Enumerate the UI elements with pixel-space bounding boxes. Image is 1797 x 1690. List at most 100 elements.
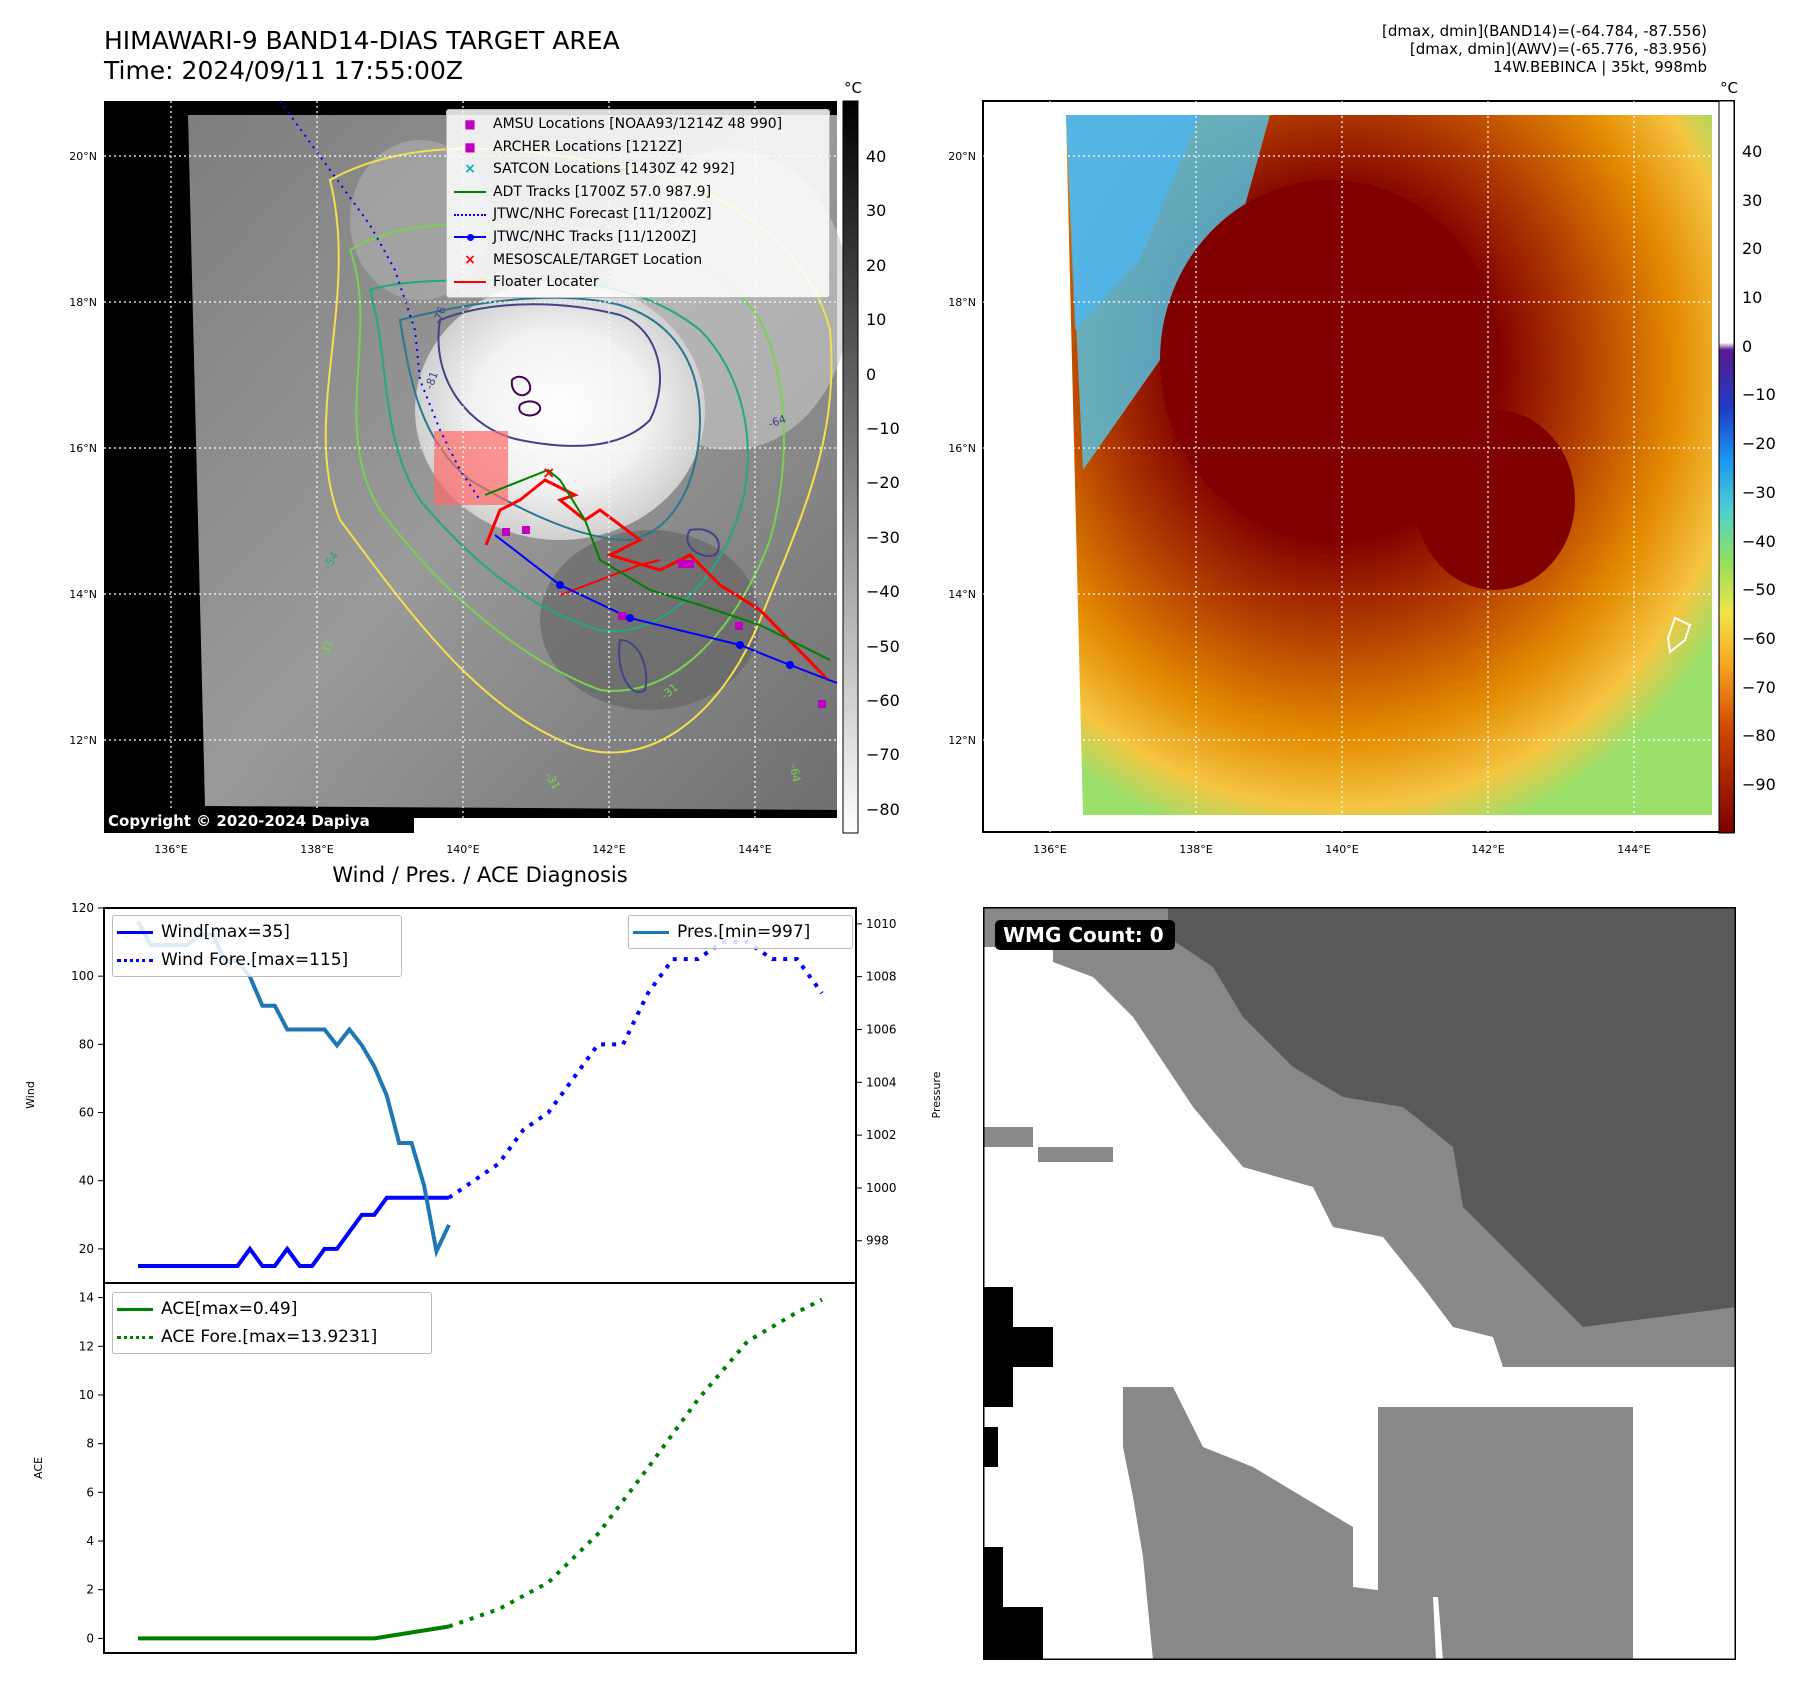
colorbar-tick: −30 [866, 528, 900, 547]
wmg-gray-patch [983, 1127, 1033, 1147]
colorbar-tick: −10 [1742, 385, 1776, 404]
lon-label: 138°E [1179, 843, 1212, 856]
legend-item-floater: Floater Locater [447, 271, 829, 294]
storm-info: [dmax, dmin](BAND14)=(-64.784, -87.556) … [1382, 22, 1707, 76]
colorbar-tick: −80 [866, 800, 900, 819]
archer-marker [818, 700, 826, 708]
legend-item-pressure: Pres.[min=997] [633, 918, 848, 946]
wmg-panel: WMG Count: 0 [983, 907, 1736, 1660]
dotted-line-icon [117, 958, 153, 962]
colorbar-tick: −60 [1742, 629, 1776, 648]
figure-title-line1: HIMAWARI-9 BAND14-DIAS TARGET AREA [104, 26, 620, 55]
ir-lat-labels: 20°N 18°N 16°N 14°N 12°N [69, 150, 97, 747]
wmg-black-region [983, 1287, 1053, 1407]
legend-item-adt: ADT Tracks [1700Z 57.0 987.9] [447, 181, 829, 204]
dotted-line-icon [447, 213, 493, 216]
awv-cold-band [1415, 410, 1575, 590]
legend-item-jtwc-forecast: JTWC/NHC Forecast [11/1200Z] [447, 203, 829, 226]
lat-label: 20°N [69, 150, 97, 163]
legend-label: AMSU Locations [NOAA93/1214Z 48 990] [493, 116, 783, 132]
awv-lat-labels: 20°N 18°N 16°N 14°N 12°N [948, 150, 976, 747]
wmg-count-badge [995, 920, 1175, 950]
colorbar-tick: −50 [866, 637, 900, 656]
lat-label: 16°N [948, 442, 976, 455]
ir-lon-labels: 136°E 138°E 140°E 142°E 144°E [154, 843, 771, 856]
floater-locater-track [484, 478, 830, 682]
jtwc-point [736, 641, 744, 649]
lon-label: 136°E [1033, 843, 1066, 856]
contour-indigo [437, 303, 661, 447]
series-line-1 [447, 940, 824, 1200]
wind-tick-label: 60 [79, 1106, 94, 1120]
ir-colorbar-ticks: 40 30 20 10 0 −10 −20 −30 −40 −50 −60 −7… [866, 147, 900, 819]
jtwc-track-points [556, 581, 794, 669]
colorbar-tick: −20 [1742, 434, 1776, 453]
legend-label: JTWC/NHC Forecast [11/1200Z] [493, 206, 712, 223]
colorbar-tick: −60 [866, 691, 900, 710]
line-with-dot-icon [447, 233, 493, 241]
square-marker-icon: ■ [464, 139, 476, 154]
lat-label: 14°N [69, 588, 97, 601]
solid-line-icon [447, 281, 493, 284]
wind-tick-label: 100 [71, 969, 94, 983]
wmg-black-patch [983, 1427, 998, 1467]
ace-tick-label: 0 [86, 1631, 94, 1645]
legend-item-ace: ACE[max=0.49] [117, 1295, 427, 1323]
wind-pressure-marks: 120 100 80 60 40 20 [71, 901, 824, 1268]
adt-track [484, 468, 831, 661]
square-marker-icon: ■ [464, 117, 476, 131]
lon-label: 140°E [446, 843, 479, 856]
pressure-tick-label: 1002 [866, 1128, 897, 1142]
pressure-tick-label: 1006 [866, 1022, 897, 1036]
legend-item-wind-forecast: Wind Fore.[max=115] [117, 946, 397, 974]
wind-tick-label: 20 [79, 1242, 94, 1256]
pressure-tick-label: 998 [866, 1234, 889, 1248]
awv-moist-core [1066, 115, 1200, 330]
colorbar-tick: −70 [866, 745, 900, 764]
archer-marker [502, 528, 510, 536]
legend-label: Wind[max=35] [161, 922, 290, 942]
pressure-ticks: 1010 1008 1006 1004 1002 1000 998 [856, 917, 897, 1248]
solid-line-icon [117, 930, 153, 934]
lon-label: 142°E [1471, 843, 1504, 856]
colorbar-tick: 30 [866, 201, 886, 220]
dotted-line-icon [117, 1335, 153, 1339]
contour-label: -81 [423, 370, 441, 391]
legend-label: SATCON Locations [1430Z 42 992] [493, 161, 735, 178]
lat-label: 14°N [948, 588, 976, 601]
colorbar-tick: −70 [1742, 678, 1776, 697]
figure-title: HIMAWARI-9 BAND14-DIAS TARGET AREA Time:… [104, 26, 620, 86]
colorbar-tick: −80 [1742, 726, 1776, 745]
storm-name-intensity: 14W.BEBINCA | 35kt, 998mb [1493, 58, 1707, 76]
legend-label: JTWC/NHC Tracks [11/1200Z] [493, 228, 697, 245]
archer-marker [678, 560, 686, 568]
colorbar-tick: 40 [866, 147, 886, 166]
lon-label: 144°E [1617, 843, 1650, 856]
ace-tick-label: 2 [86, 1583, 94, 1597]
awv-range: [dmax, dmin](AWV)=(-65.776, -83.956) [1409, 40, 1707, 58]
ir-map-legend: ■ AMSU Locations [NOAA93/1214Z 48 990] ■… [446, 109, 830, 298]
wind-tick-label: 120 [71, 901, 94, 915]
series-line-0 [138, 1195, 449, 1268]
lat-label: 12°N [69, 734, 97, 747]
contour-core-2 [518, 400, 542, 417]
awv-cold-core [1160, 180, 1500, 540]
ace-legend: ACE[max=0.49] ACE Fore.[max=13.9231] [112, 1292, 432, 1354]
diagnosis-title: Wind / Pres. / ACE Diagnosis [332, 863, 628, 887]
solid-line-icon [117, 1307, 153, 1311]
legend-label: MESOSCALE/TARGET Location [493, 251, 703, 268]
jtwc-point [786, 661, 794, 669]
ace-tick-label: 12 [79, 1339, 94, 1353]
ace-series-line-0 [138, 1624, 450, 1641]
colorbar-tick: 20 [1742, 239, 1762, 258]
pressure-tick-label: 1004 [866, 1075, 897, 1089]
jtwc-forecast-track [279, 100, 481, 501]
legend-label: ACE[max=0.49] [161, 1299, 298, 1319]
ir-colorbar [842, 100, 859, 834]
lat-label: 12°N [948, 734, 976, 747]
ir-colorbar-unit: °C [844, 79, 862, 97]
lon-label: 144°E [738, 843, 771, 856]
ir-dark-region [540, 530, 760, 710]
colorbar-tick: 30 [1742, 191, 1762, 210]
legend-label: Wind Fore.[max=115] [161, 950, 349, 970]
